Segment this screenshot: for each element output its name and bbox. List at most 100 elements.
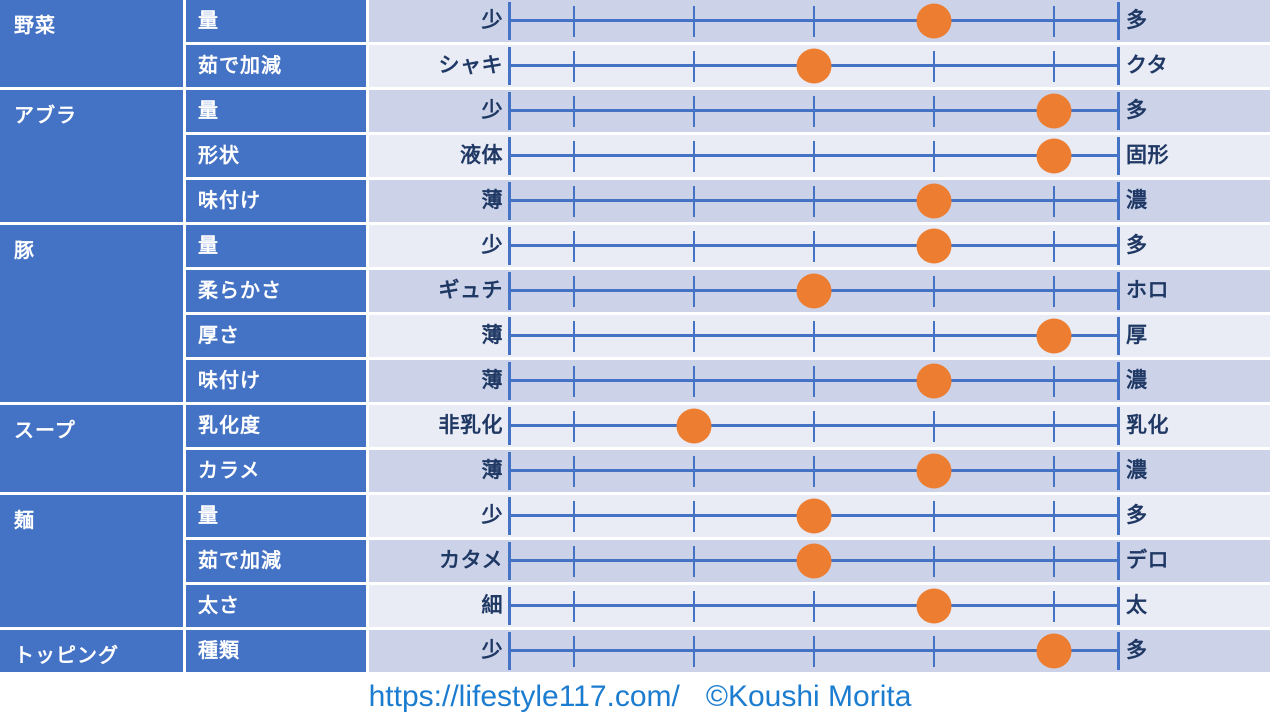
rating-row-band: 細太 [369, 585, 1270, 627]
scale-tick [1053, 411, 1055, 442]
scale-tick [693, 96, 695, 127]
site-url: https://lifestyle117.com/ [368, 680, 680, 713]
rating-row-band: 薄厚 [369, 315, 1270, 357]
attribute-label: 量 [198, 10, 219, 32]
scale-end-bar-left [508, 407, 511, 445]
scale-tick [813, 141, 815, 172]
scale-tick [573, 96, 575, 127]
scale-left-label: ギュチ [438, 279, 503, 302]
category-cell: アブラ [0, 90, 183, 222]
scale-left-label: 少 [481, 9, 503, 32]
scale-tick [813, 456, 815, 487]
scale-end-bar-left [508, 632, 511, 670]
rating-row-band: カタメ デロ [369, 540, 1270, 582]
scale-tick [933, 546, 935, 577]
attribute-cell: 茹で加減 [186, 45, 366, 87]
scale-tick [813, 636, 815, 667]
scale-tick [933, 96, 935, 127]
scale-right-label: 太 [1126, 594, 1148, 617]
scale-end-bar-right [1117, 587, 1120, 625]
scale-left-label: 細 [481, 594, 503, 617]
scale-tick [573, 546, 575, 577]
scale-tick [693, 231, 695, 262]
scale-end-bar-left [508, 272, 511, 310]
rating-row-band: 少多 [369, 0, 1270, 42]
attribute-cell: 太さ [186, 585, 366, 627]
rating-dot [796, 48, 832, 84]
category-cell: 野菜 [0, 0, 183, 87]
attribute-cell: 量 [186, 0, 366, 42]
attribute-label: 量 [198, 505, 219, 527]
scale-end-bar-right [1117, 497, 1120, 535]
scale-left-label: シャキ [438, 54, 503, 77]
scale-end-bar-left [508, 47, 511, 85]
footer-credit: https://lifestyle117.com/ ©Koushi Morita [0, 678, 1280, 720]
scale-left-label: 薄 [481, 189, 503, 212]
scale-right-label: デロ [1126, 549, 1169, 572]
scale-left-label: 液体 [460, 144, 503, 167]
scale-right-label: 多 [1126, 9, 1148, 32]
scale-right-label: 乳化 [1126, 414, 1169, 437]
rating-row-band: 少多 [369, 495, 1270, 537]
scale-left-label: 少 [481, 504, 503, 527]
rating-dot [916, 228, 952, 264]
category-cell: 麺 [0, 495, 183, 627]
rating-row-band: ギュチ ホロ [369, 270, 1270, 312]
scale-end-bar-right [1117, 452, 1120, 490]
scale-tick [1053, 276, 1055, 307]
scale-end-bar-right [1117, 407, 1120, 445]
scale-tick [933, 141, 935, 172]
rating-dot [916, 363, 952, 399]
rating-row-band: 薄濃 [369, 360, 1270, 402]
attribute-label: カラメ [198, 460, 261, 482]
scale-tick [933, 411, 935, 442]
scale-right-label: ホロ [1126, 279, 1169, 302]
category-label: 野菜 [14, 15, 56, 37]
rating-dot [1036, 318, 1072, 354]
scale-tick [693, 141, 695, 172]
scale-left-label: 非乳化 [438, 414, 503, 437]
attribute-label: 柔らかさ [198, 280, 282, 302]
scale-left-label: 少 [481, 234, 503, 257]
attribute-label: 量 [198, 235, 219, 257]
attribute-cell: 柔らかさ [186, 270, 366, 312]
scale-end-bar-left [508, 2, 511, 40]
scale-tick [933, 636, 935, 667]
scale-tick [813, 321, 815, 352]
scale-right-label: 厚 [1126, 324, 1148, 347]
attribute-cell: 形状 [186, 135, 366, 177]
scale-right-label: 多 [1126, 99, 1148, 122]
scale-end-bar-right [1117, 92, 1120, 130]
attribute-cell: 味付け [186, 360, 366, 402]
scale-tick [573, 186, 575, 217]
attribute-label: 形状 [198, 145, 240, 167]
attribute-cell: 味付け [186, 180, 366, 222]
scale-tick [813, 186, 815, 217]
scale-tick [573, 411, 575, 442]
scale-right-label: 濃 [1126, 369, 1148, 392]
scale-left-label: 少 [481, 639, 503, 662]
scale-tick [573, 276, 575, 307]
scale-tick [813, 231, 815, 262]
category-label: アブラ [14, 105, 77, 127]
scale-tick [1053, 456, 1055, 487]
scale-left-label: 少 [481, 99, 503, 122]
scale-tick [813, 6, 815, 37]
attribute-label: 乳化度 [198, 415, 261, 437]
scale-left-label: 薄 [481, 324, 503, 347]
rating-dot [1036, 633, 1072, 669]
scale-tick [693, 6, 695, 37]
category-cell: スープ [0, 405, 183, 492]
scale-end-bar-right [1117, 632, 1120, 670]
rating-row-band: 少多 [369, 630, 1270, 672]
rating-row-band: 薄濃 [369, 180, 1270, 222]
rating-dot [916, 588, 952, 624]
scale-tick [693, 366, 695, 397]
category-label: 豚 [14, 240, 35, 262]
scale-end-bar-right [1117, 182, 1120, 220]
scale-end-bar-right [1117, 47, 1120, 85]
rating-dot [916, 3, 952, 39]
attribute-label: 量 [198, 100, 219, 122]
rating-row-band: 少多 [369, 225, 1270, 267]
rating-dot [916, 183, 952, 219]
